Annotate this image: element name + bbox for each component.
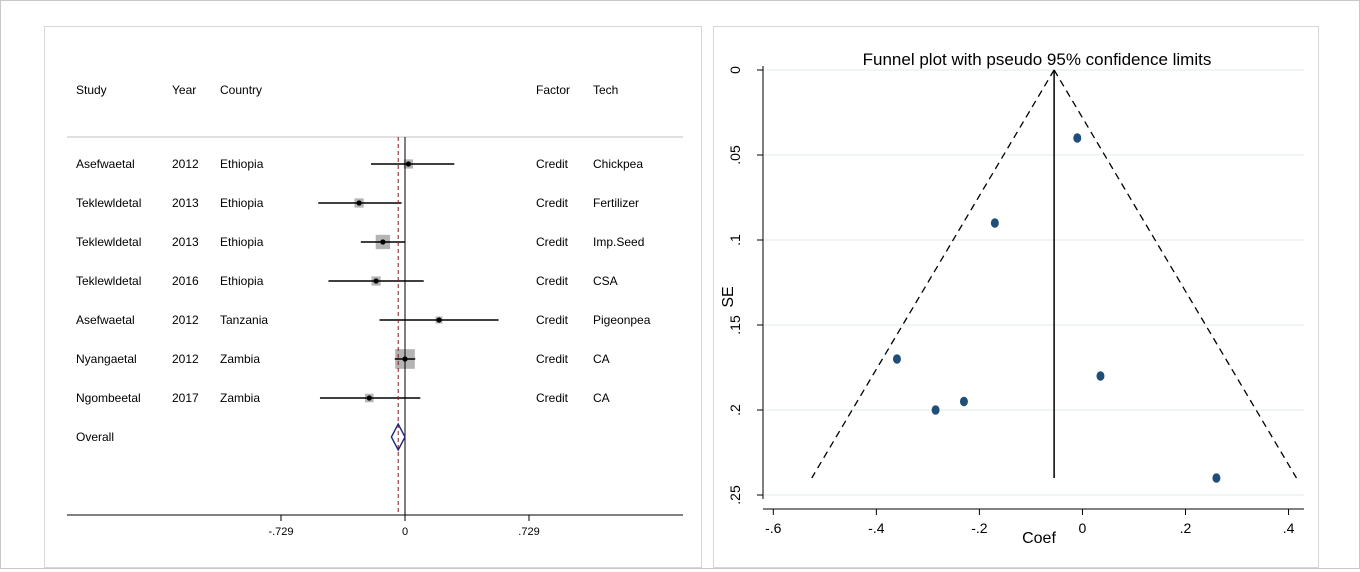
forest-plot: Study Year Country Factor Tech Asefwaeta… xyxy=(67,83,683,538)
row-year-cell: 2012 xyxy=(172,352,199,366)
row-year-cell: 2013 xyxy=(172,196,199,210)
row-tech-cell: CSA xyxy=(593,274,618,288)
y-tick-label: .15 xyxy=(727,315,743,335)
y-tick-label: .2 xyxy=(727,404,743,416)
data-point xyxy=(1096,371,1105,381)
row-factor-cell: Credit xyxy=(536,157,569,171)
row-tech-cell: Imp.Seed xyxy=(593,235,644,249)
funnel-x-label: Coef xyxy=(1022,530,1056,547)
row-tech-cell: CA xyxy=(593,352,610,366)
row-country-cell: Ethiopia xyxy=(220,157,264,171)
row-tech-cell: Chickpea xyxy=(593,157,643,171)
point-estimate xyxy=(366,395,372,401)
row-year-cell: 2016 xyxy=(172,274,199,288)
x-tick-label: -.6 xyxy=(765,520,782,536)
row-study-cell: Asefwaetal xyxy=(76,157,135,171)
funnel-limit-left xyxy=(811,69,1055,479)
x-tick-label: .4 xyxy=(1283,520,1295,536)
header-study: Study xyxy=(76,83,107,97)
x-tick-label: 0 xyxy=(402,526,408,538)
data-point xyxy=(1073,133,1082,143)
row-country-cell: Ethiopia xyxy=(220,196,264,210)
row-study-cell: Teklewldetal xyxy=(76,196,141,210)
row-year-cell: 2012 xyxy=(172,157,199,171)
x-tick-label: -.2 xyxy=(971,520,988,536)
x-tick-label: -.729 xyxy=(268,526,293,538)
row-factor-cell: Credit xyxy=(536,196,569,210)
row-study-cell: Teklewldetal xyxy=(76,274,141,288)
y-tick-label: .05 xyxy=(727,145,743,165)
funnel-y-label: SE xyxy=(720,286,737,307)
row-country-cell: Tanzania xyxy=(220,313,268,327)
row-study-cell: Teklewldetal xyxy=(76,235,141,249)
row-study-cell: Ngombeetal xyxy=(76,391,141,405)
data-point xyxy=(892,354,901,364)
funnel-title: Funnel plot with pseudo 95% confidence l… xyxy=(863,50,1212,69)
header-tech: Tech xyxy=(593,83,618,97)
row-study-cell: Asefwaetal xyxy=(76,313,135,327)
x-tick-label: .729 xyxy=(518,526,539,538)
row-study-cell: Nyangaetal xyxy=(76,352,137,366)
row-factor-cell: Credit xyxy=(536,352,569,366)
row-year-cell: 2017 xyxy=(172,391,199,405)
data-point xyxy=(990,218,999,228)
point-estimate xyxy=(356,200,362,206)
y-tick-label: .25 xyxy=(727,485,743,505)
overall-diamond xyxy=(390,422,406,452)
row-year-cell: 2012 xyxy=(172,313,199,327)
header-factor: Factor xyxy=(536,83,570,97)
x-tick-label: 0 xyxy=(1079,520,1087,536)
point-estimate xyxy=(380,239,386,245)
point-estimate xyxy=(405,161,412,167)
point-estimate xyxy=(436,317,442,323)
row-country-cell: Zambia xyxy=(220,352,260,366)
funnel-plot: Funnel plot with pseudo 95% confidence l… xyxy=(720,50,1304,547)
y-tick-label: 0 xyxy=(727,66,743,74)
y-tick-label: .1 xyxy=(727,234,743,246)
data-point xyxy=(1212,473,1221,483)
x-tick-label: .2 xyxy=(1180,520,1192,536)
row-factor-cell: Credit xyxy=(536,274,569,288)
forest-rows: Asefwaetal 2012 Ethiopia Credit Chickpea Tekl… xyxy=(76,157,651,405)
overall-label: Overall xyxy=(76,430,114,444)
header-country: Country xyxy=(220,83,262,97)
funnel-limit-right xyxy=(1053,69,1298,479)
data-point xyxy=(959,396,968,407)
row-tech-cell: CA xyxy=(593,391,610,405)
funnel-plot-panel: Funnel plot with pseudo 95% confidence l… xyxy=(713,26,1319,568)
row-year-cell: 2013 xyxy=(172,235,199,249)
forest-plot-panel: Study Year Country Factor Tech Asefwaeta… xyxy=(44,26,702,568)
row-factor-cell: Credit xyxy=(536,313,569,327)
row-tech-cell: Fertilizer xyxy=(593,196,639,210)
header-year: Year xyxy=(172,83,196,97)
row-factor-cell: Credit xyxy=(536,391,569,405)
x-tick-label: -.4 xyxy=(868,520,885,536)
row-factor-cell: Credit xyxy=(536,235,569,249)
data-point xyxy=(931,405,940,415)
row-tech-cell: Pigeonpea xyxy=(593,313,651,327)
row-country-cell: Ethiopia xyxy=(220,274,264,288)
row-country-cell: Ethiopia xyxy=(220,235,264,249)
row-country-cell: Zambia xyxy=(220,391,260,405)
point-estimate xyxy=(373,278,379,284)
